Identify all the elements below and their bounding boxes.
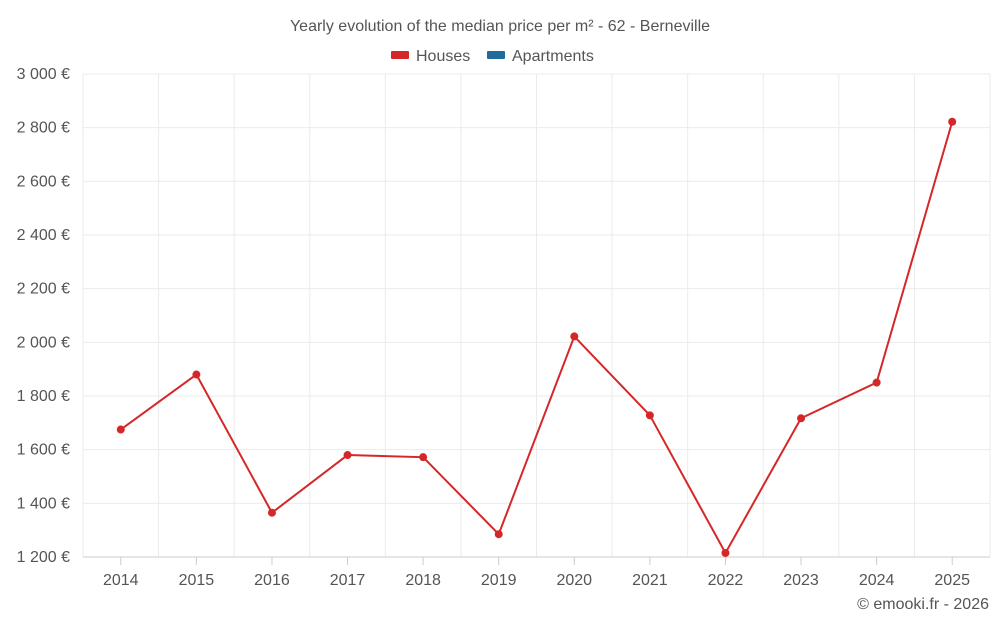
x-tick-label: 2017 — [330, 572, 366, 589]
x-tick-label: 2021 — [632, 572, 668, 589]
data-point-2022[interactable] — [721, 548, 730, 557]
data-point-2018[interactable] — [419, 453, 428, 462]
y-tick-label: 2 400 € — [17, 227, 70, 244]
data-point-2016[interactable] — [267, 508, 276, 517]
x-tick-label: 2016 — [254, 572, 290, 589]
y-tick-label: 1 600 € — [17, 442, 70, 459]
y-tick-label: 1 800 € — [17, 388, 70, 405]
data-point-2021[interactable] — [645, 411, 654, 420]
data-point-2019[interactable] — [494, 530, 503, 539]
legend: Houses Apartments — [391, 48, 594, 65]
y-tick-label: 2 600 € — [17, 173, 70, 190]
x-tick-label: 2019 — [481, 572, 517, 589]
series-line-houses — [120, 121, 954, 556]
series-houses — [116, 117, 957, 557]
data-point-2014[interactable] — [116, 425, 125, 434]
y-axis: 1 200 € 1 400 € 1 600 € 1 800 € 2 000 € 2 200… — [17, 66, 70, 566]
legend-swatch-houses — [391, 51, 409, 59]
data-point-2020[interactable] — [570, 332, 579, 341]
data-point-2025[interactable] — [948, 117, 957, 126]
y-tick-label: 2 800 € — [17, 120, 70, 137]
x-tick-label: 2024 — [859, 572, 895, 589]
legend-label-houses: Houses — [416, 48, 470, 65]
legend-label-apartments: Apartments — [512, 48, 594, 65]
legend-swatch-apartments — [487, 51, 505, 59]
data-point-2015[interactable] — [192, 370, 201, 379]
chart-title: Yearly evolution of the median price per… — [290, 18, 710, 35]
y-tick-label: 3 000 € — [17, 66, 70, 83]
x-tick-label: 2015 — [179, 572, 215, 589]
x-tick-label: 2014 — [103, 572, 139, 589]
credit-text: © emooki.fr - 2026 — [857, 596, 989, 613]
data-point-2017[interactable] — [343, 451, 352, 460]
legend-item-apartments[interactable]: Apartments — [487, 48, 594, 65]
y-tick-label: 1 400 € — [17, 495, 70, 512]
x-tick-label: 2018 — [405, 572, 441, 589]
data-point-2023[interactable] — [797, 414, 806, 423]
x-axis: 2014 2015 2016 2017 2018 2019 2020 2021 2022 2023… — [83, 556, 990, 589]
y-tick-label: 2 000 € — [17, 334, 70, 351]
data-point-2024[interactable] — [872, 378, 881, 387]
grid — [82, 73, 991, 557]
x-tick-label: 2022 — [708, 572, 744, 589]
y-tick-label: 1 200 € — [17, 549, 70, 566]
y-tick-label: 2 200 € — [17, 281, 70, 298]
legend-item-houses[interactable]: Houses — [391, 48, 470, 65]
x-tick-label: 2020 — [556, 572, 592, 589]
x-tick-label: 2023 — [783, 572, 819, 589]
x-tick-label: 2025 — [934, 572, 970, 589]
